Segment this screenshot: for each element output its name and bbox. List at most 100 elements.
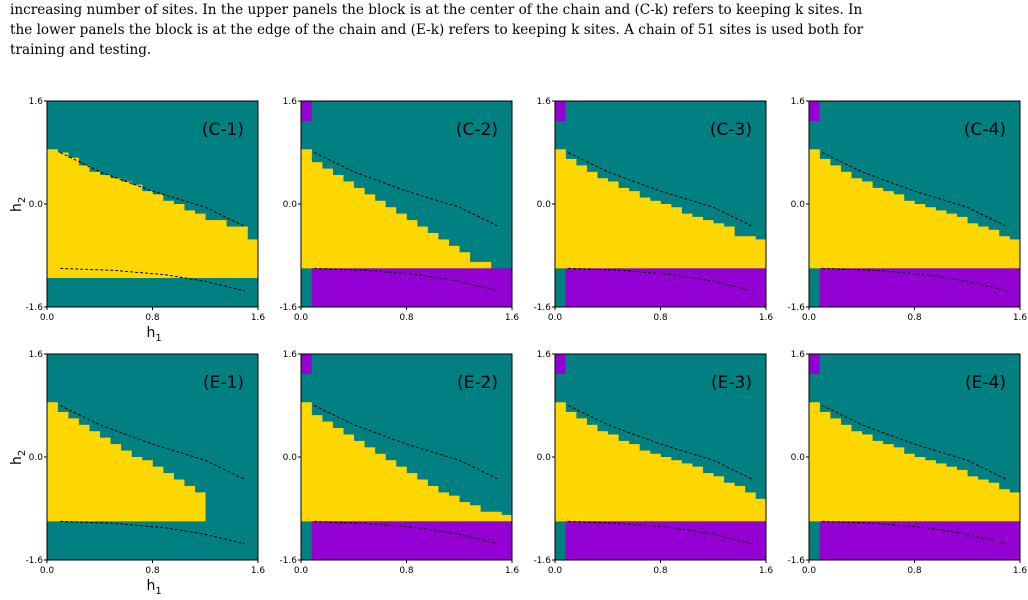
x-tick-label: 0.8 [399,313,414,323]
yellow-cell-column [152,194,164,279]
purple-cell-column [755,268,767,307]
x-tick-label: 0.0 [802,566,817,576]
yellow-cell-column [671,460,682,522]
purple-cell-column [469,268,481,307]
purple-cell-column [861,268,873,307]
purple-cell-column [681,521,693,560]
y-tick-label: 0.0 [791,200,806,210]
purple-cell-column [353,268,365,307]
x-axis-label: h1 [147,325,162,344]
panel-label: (E-3) [711,373,752,393]
yellow-cell-column [194,213,206,279]
purple-cell-column [417,521,428,560]
yellow-cell-column [576,165,587,269]
purple-cell-column [618,268,630,307]
purple-cell-column [967,521,979,560]
upper-boundary-line [821,405,1008,480]
purple-cell-column [851,268,863,307]
yellow-cell-column [840,171,852,269]
yellow-cell-column [78,424,90,522]
purple-cell-column [311,521,323,560]
purple-cell-column [988,521,1000,560]
y-tick-label: -1.6 [25,556,43,566]
x-tick-label: 1.6 [759,313,774,323]
yellow-cell-column [322,421,333,522]
purple-cell-column [448,268,460,307]
lower-boundary-line [314,520,499,545]
x-tick-label: 0.0 [294,566,309,576]
yellow-cell-column [163,473,174,522]
yellow-cell-column [57,152,69,279]
yellow-cell-column [967,476,979,522]
x-tick-label: 0.0 [294,313,309,323]
y-tick-label: -1.6 [787,556,805,566]
yellow-cell-column [385,207,397,269]
yellow-cell-column [734,236,746,269]
yellow-cell-column [427,485,439,522]
yellow-cell-column [141,460,153,522]
x-axis-label-subscript: 1 [155,333,161,344]
upper-boundary-line [59,405,246,480]
yellow-cell-column [89,171,101,279]
purple-cell-column [459,521,471,560]
yellow-cell-column [988,229,1000,269]
y-tick-label: 1.6 [283,350,298,360]
purple-cell-column [480,268,492,307]
purple-cell-column [819,521,831,560]
purple-cell-column [671,521,682,560]
y-axis-label-subscript: 2 [17,450,28,456]
purple-cell-column [723,521,735,560]
yellow-cell-column [395,213,407,269]
purple-cell-column [734,521,746,560]
purple-corner-cell [555,101,566,121]
purple-cell-column [925,268,936,307]
purple-cell-column [490,268,502,307]
purple-cell-column [1009,521,1021,560]
yellow-cell-column [681,213,693,269]
yellow-cell-column [406,220,418,269]
yellow-cell-column [586,424,598,522]
x-tick-label: 1.6 [505,566,520,576]
upper-boundary-line [567,152,754,227]
yellow-cell-column [184,485,195,522]
purple-cell-column [851,521,863,560]
yellow-cell-column [576,418,587,522]
yellow-cell-column [935,463,947,522]
yellow-cell-column [607,434,619,522]
yellow-cell-column [639,450,651,522]
yellow-cell-column [501,514,513,522]
purple-cell-column [438,521,449,560]
purple-cell-column [469,521,481,560]
panel-label: (C-2) [456,120,498,140]
purple-cell-column [914,521,926,560]
yellow-cell-column [744,236,756,269]
y-tick-label: -1.6 [533,556,551,566]
yellow-cell-column [956,469,968,522]
caption-line-3: training and testing. [10,42,152,58]
purple-cell-column [660,268,672,307]
purple-cell-column [586,268,598,307]
purple-cell-column [692,521,703,560]
yellow-cell-column [639,197,651,269]
yellow-cell-column [851,431,863,522]
purple-cell-column [882,268,894,307]
purple-cell-column [618,521,630,560]
yellow-cell-column [692,216,703,269]
yellow-cell-column [343,434,355,522]
purple-cell-column [744,268,756,307]
purple-cell-column [819,268,831,307]
yellow-cell-column [78,165,90,279]
purple-cell-column [480,521,492,560]
yellow-cell-column [903,200,915,269]
purple-cell-column [998,521,1010,560]
yellow-cell-column [301,149,312,269]
yellow-cell-column [110,178,122,279]
yellow-cell-column [163,200,174,279]
yellow-cell-column [946,466,957,522]
yellow-cell-column [872,187,884,269]
yellow-cell-column [311,415,323,522]
caption-line-1: increasing number of sites. In the upper… [10,2,863,18]
y-tick-label: 1.6 [791,350,806,360]
yellow-cell-column [99,175,111,279]
panel-e-2: (E-2)0.0 0.8 1.61.60.0-1.6 [279,350,519,576]
